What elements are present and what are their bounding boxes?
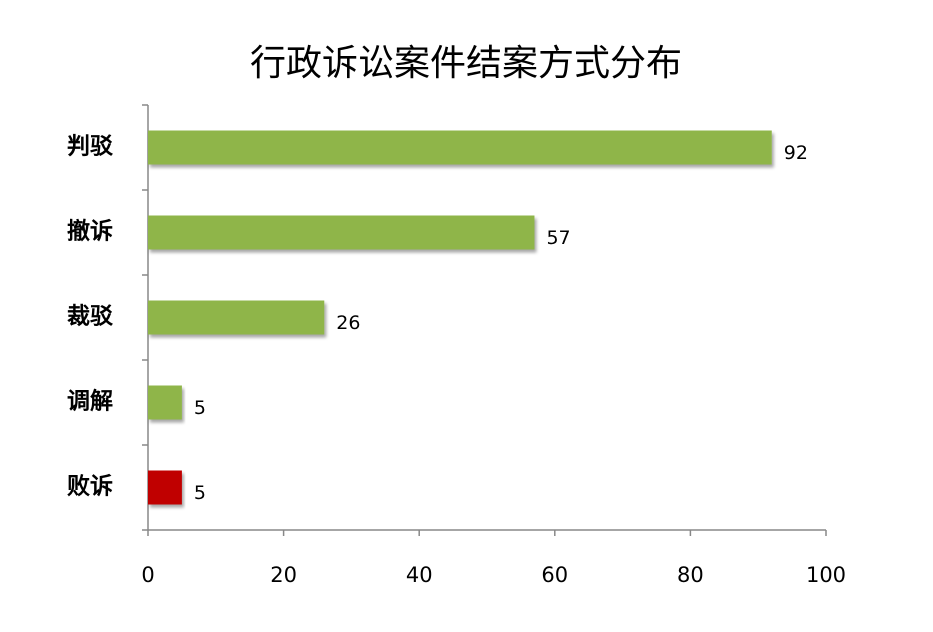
y-tick-label: 败诉 [67,473,113,500]
y-tick-label: 撤诉 [67,218,113,245]
value-label: 5 [194,482,206,504]
bar [148,215,535,250]
value-label: 92 [784,142,808,164]
y-tick-label: 裁驳 [67,303,114,330]
y-tick-label: 判驳 [67,133,114,160]
bar [148,130,772,165]
value-label: 5 [194,397,206,419]
x-tick-label: 40 [406,563,433,587]
bar [148,470,182,505]
x-tick-label: 100 [806,563,846,587]
x-tick-label: 60 [541,563,568,587]
x-tick-label: 0 [141,563,154,587]
bar [148,300,325,335]
bar [148,385,182,420]
x-tick-label: 80 [677,563,704,587]
chart-title: 行政诉讼案件结案方式分布 [250,43,682,84]
y-tick-label: 调解 [67,388,113,415]
value-label: 26 [336,312,360,334]
value-label: 57 [546,227,570,249]
x-tick-label: 20 [270,563,297,587]
